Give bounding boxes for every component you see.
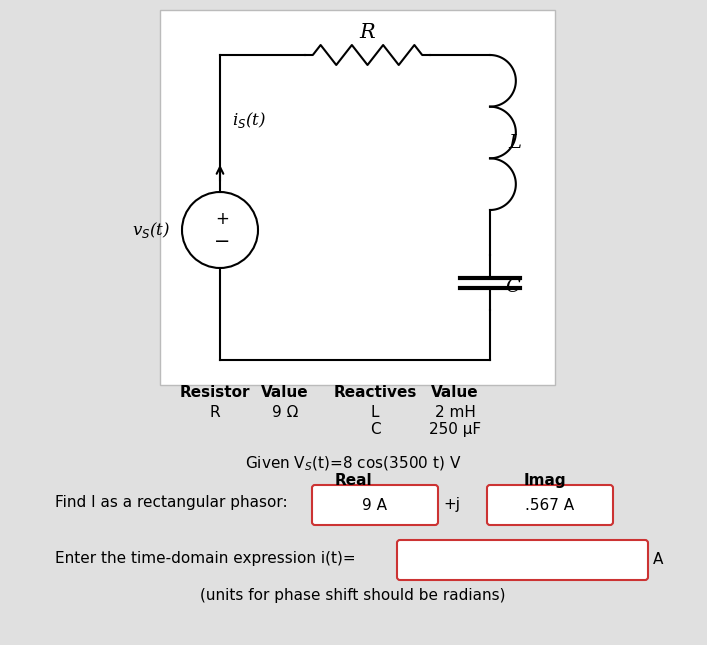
Text: R: R <box>210 405 221 420</box>
Text: Value: Value <box>261 385 309 400</box>
Text: L: L <box>508 134 521 152</box>
FancyBboxPatch shape <box>397 540 648 580</box>
Text: Given V$_S$(t)=8 cos(3500 t) V: Given V$_S$(t)=8 cos(3500 t) V <box>245 455 461 473</box>
Text: Reactives: Reactives <box>333 385 416 400</box>
Text: A: A <box>653 553 663 568</box>
Text: Find I as a rectangular phasor:: Find I as a rectangular phasor: <box>55 495 288 510</box>
Text: Value: Value <box>431 385 479 400</box>
Text: Real: Real <box>334 473 372 488</box>
Text: +: + <box>215 210 229 228</box>
Text: Imag: Imag <box>524 473 566 488</box>
FancyBboxPatch shape <box>312 485 438 525</box>
FancyBboxPatch shape <box>160 10 555 385</box>
Text: 9 Ω: 9 Ω <box>271 405 298 420</box>
Text: (units for phase shift should be radians): (units for phase shift should be radians… <box>200 588 506 603</box>
Text: Resistor: Resistor <box>180 385 250 400</box>
Text: C: C <box>505 279 520 297</box>
Text: −: − <box>214 232 230 252</box>
Text: 9 A: 9 A <box>363 497 387 513</box>
Text: L: L <box>370 405 379 420</box>
Text: Enter the time-domain expression i(t)=: Enter the time-domain expression i(t)= <box>55 550 356 566</box>
Text: 2 mH: 2 mH <box>435 405 475 420</box>
FancyBboxPatch shape <box>487 485 613 525</box>
Text: v$_S$(t): v$_S$(t) <box>132 220 170 240</box>
Text: R: R <box>360 23 375 43</box>
Text: +j: +j <box>443 497 460 513</box>
Text: i$_S$(t): i$_S$(t) <box>232 110 267 130</box>
Text: .567 A: .567 A <box>525 497 575 513</box>
Text: C: C <box>370 422 380 437</box>
Text: 250 μF: 250 μF <box>429 422 481 437</box>
